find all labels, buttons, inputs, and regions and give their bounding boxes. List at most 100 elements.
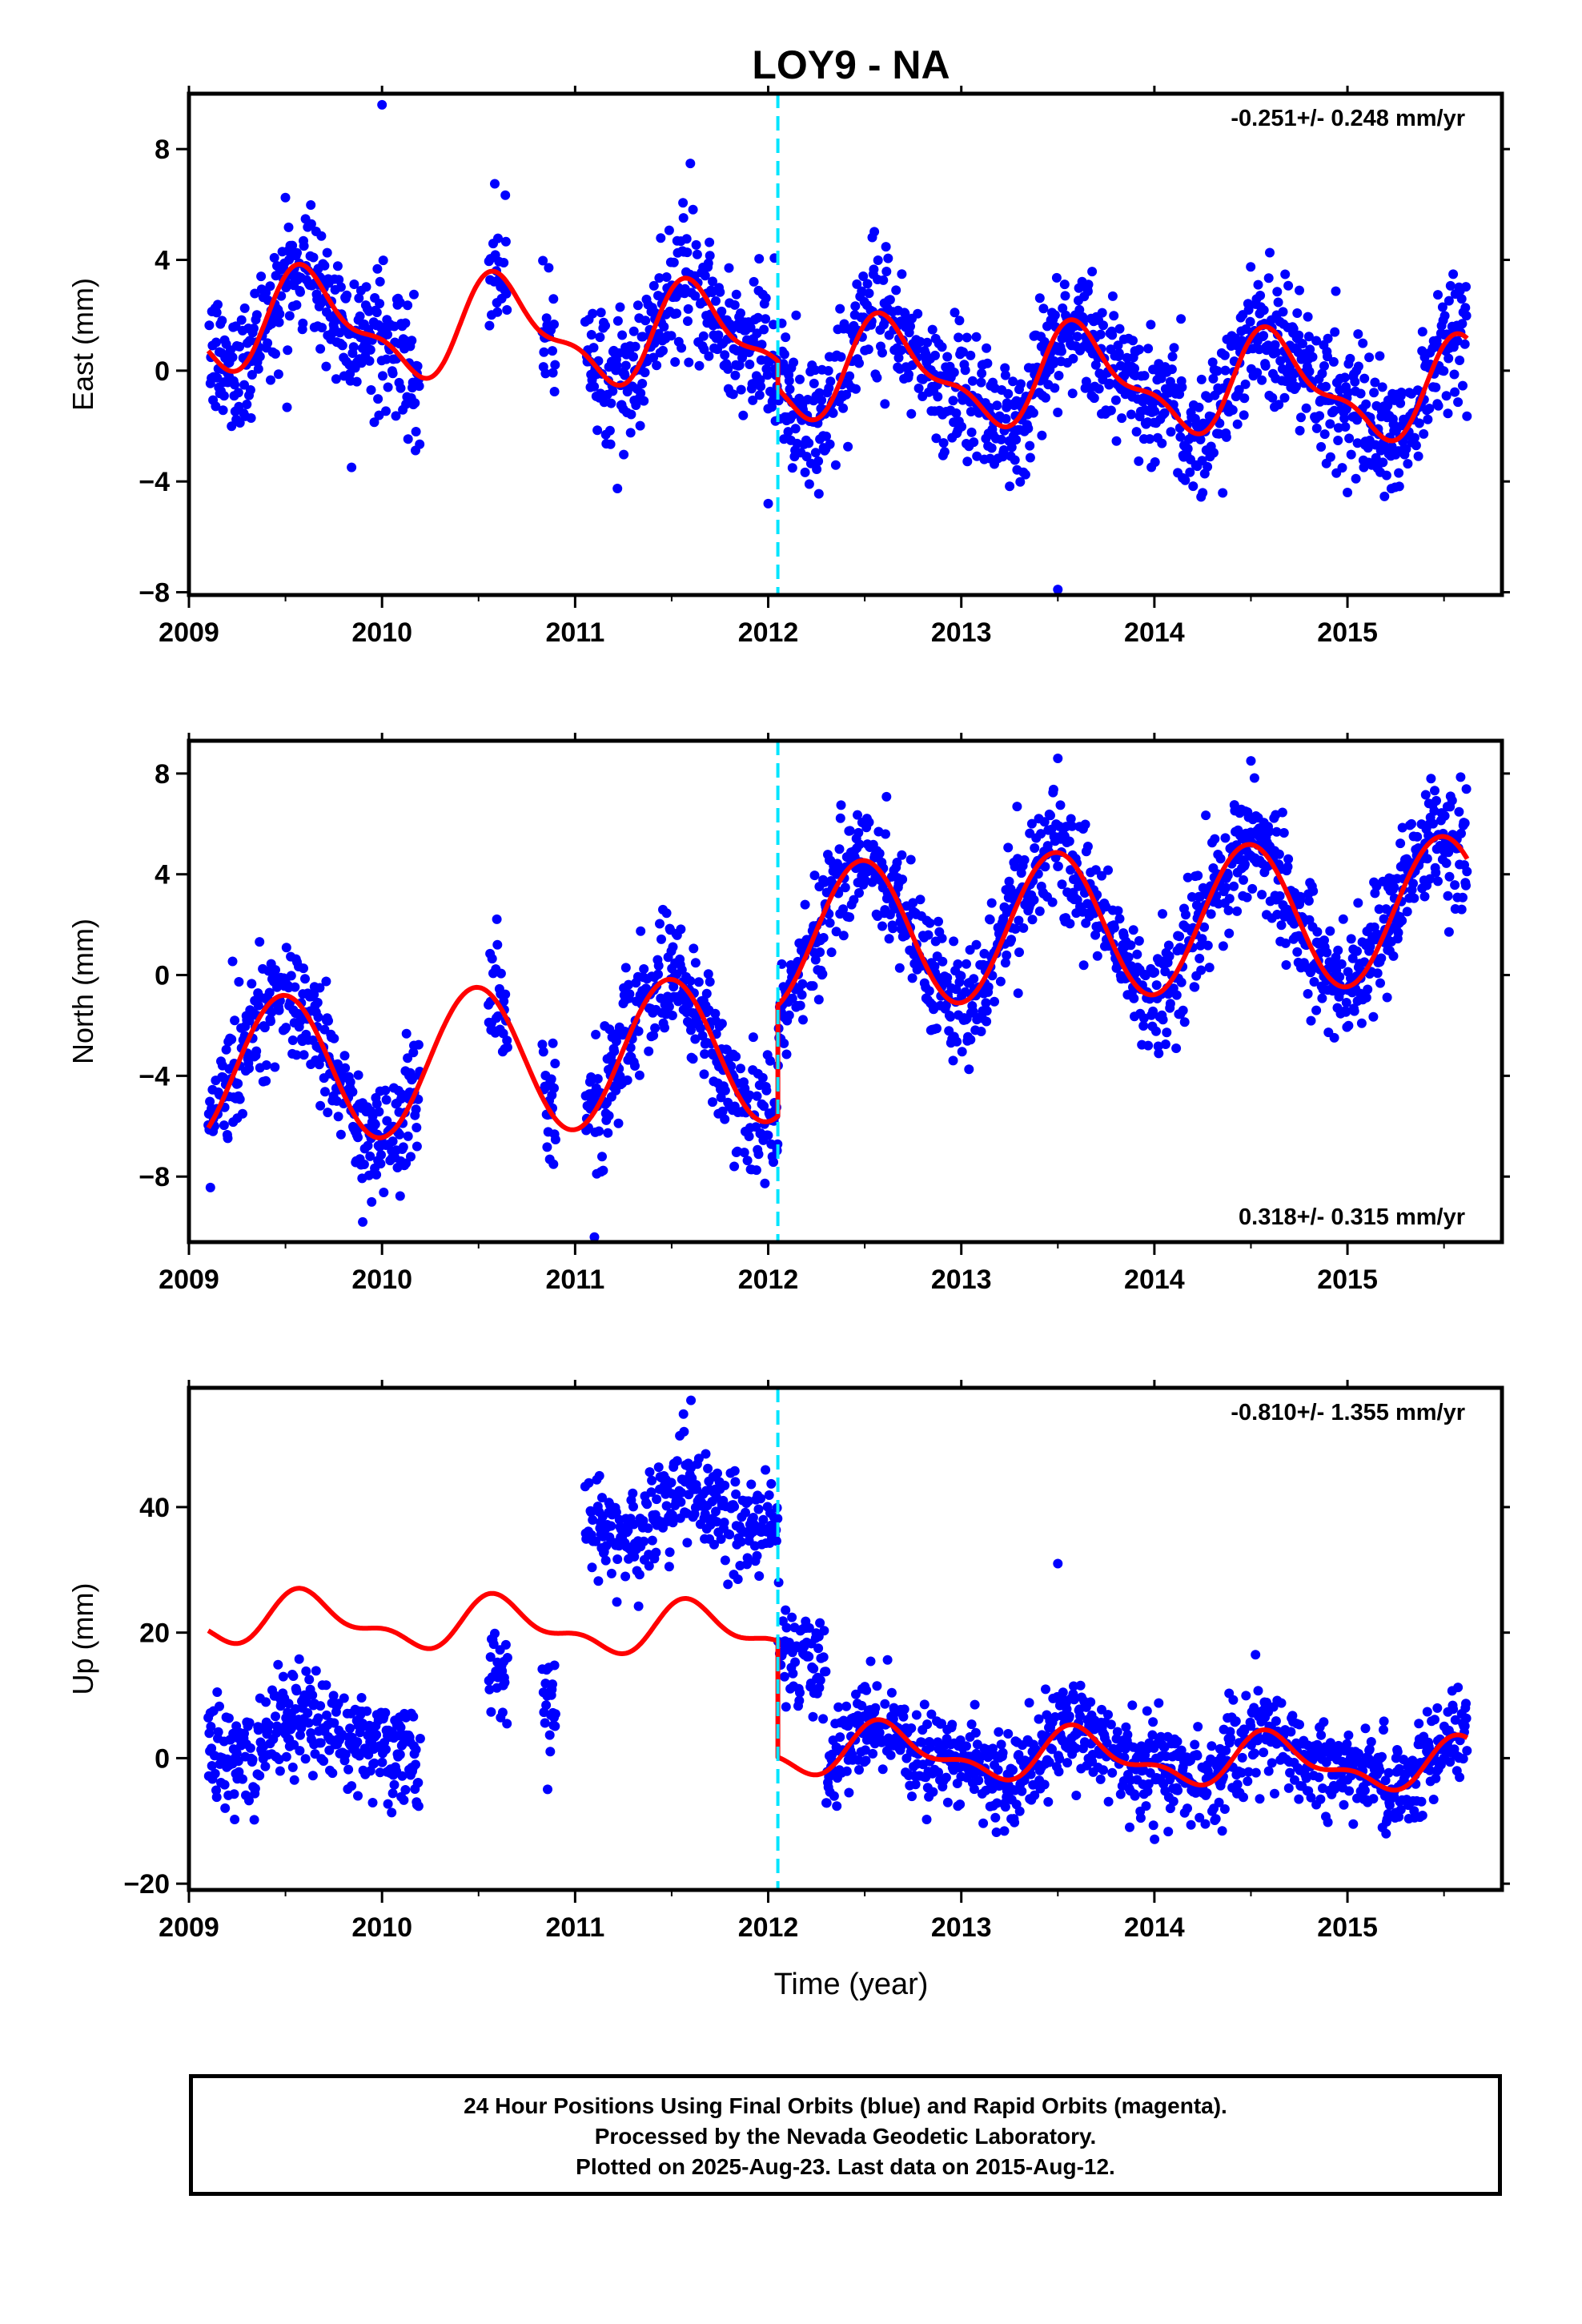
data-point [684, 999, 694, 1009]
x-tick-label: 2015 [1317, 617, 1378, 648]
data-point [323, 1108, 333, 1118]
data-point [729, 1161, 740, 1172]
data-point [1303, 332, 1314, 342]
data-point [1011, 435, 1022, 444]
data-point [838, 931, 849, 941]
data-point [932, 1023, 942, 1034]
data-point [1276, 920, 1287, 931]
data-point [646, 1487, 656, 1498]
data-point [247, 370, 257, 380]
data-point [1159, 408, 1170, 418]
data-point [1000, 363, 1010, 373]
data-point [604, 1111, 614, 1121]
data-point [381, 354, 391, 364]
data-point [877, 1764, 888, 1775]
data-point [1323, 333, 1333, 344]
data-point [697, 1031, 708, 1041]
data-point [947, 1719, 958, 1730]
data-point [992, 400, 1002, 411]
data-point [274, 1755, 284, 1764]
data-point [648, 352, 659, 363]
data-point [383, 329, 392, 340]
data-point [864, 288, 874, 299]
data-point [320, 1087, 330, 1097]
data-point [814, 1683, 825, 1693]
data-point [537, 1039, 548, 1050]
data-point [236, 315, 247, 325]
data-point [838, 904, 849, 915]
data-point [891, 285, 901, 296]
outlier-point [1246, 756, 1256, 766]
data-point [372, 263, 383, 274]
data-point [1121, 1722, 1131, 1732]
data-point [648, 280, 659, 291]
data-point [850, 301, 861, 312]
data-point [926, 1709, 937, 1719]
data-point [836, 352, 846, 362]
data-point [1335, 971, 1345, 982]
data-point [684, 357, 694, 368]
data-point [1431, 867, 1441, 878]
data-point [1139, 371, 1150, 381]
data-point [1087, 1756, 1098, 1767]
data-point [1347, 953, 1358, 963]
data-point [1037, 430, 1047, 440]
data-point [323, 1015, 333, 1026]
data-point [1219, 1804, 1230, 1814]
data-point [239, 1728, 249, 1739]
data-point [548, 294, 559, 304]
data-point [1301, 403, 1311, 413]
data-point [230, 1815, 240, 1824]
data-point [970, 1699, 980, 1710]
data-point [1439, 311, 1450, 321]
data-point [783, 427, 793, 437]
data-point [730, 370, 741, 380]
data-point [769, 320, 778, 330]
data-point [1325, 452, 1335, 462]
data-point [886, 1687, 897, 1698]
data-point [636, 926, 646, 936]
data-point [1331, 286, 1341, 296]
data-point [597, 1152, 607, 1162]
data-point [729, 300, 740, 310]
data-point [255, 352, 265, 362]
data-point [487, 954, 497, 964]
data-point [1059, 279, 1070, 290]
data-point [337, 340, 347, 351]
outlier-point [377, 99, 387, 110]
data-point [1038, 304, 1049, 314]
data-point [589, 1093, 600, 1104]
data-point [612, 316, 623, 326]
data-point [391, 411, 401, 421]
data-point [907, 973, 917, 983]
data-point [1192, 1751, 1203, 1761]
data-point [1066, 814, 1076, 824]
data-point [962, 959, 971, 969]
y-tick-label: 8 [155, 135, 170, 165]
data-point [414, 381, 424, 392]
data-point [588, 343, 599, 353]
data-point [742, 1156, 753, 1166]
data-point [773, 1514, 783, 1524]
data-point [897, 875, 908, 885]
data-point [748, 1032, 758, 1043]
data-point [701, 988, 712, 999]
data-point [395, 1129, 405, 1140]
data-point [1029, 895, 1039, 905]
data-point [633, 1026, 644, 1036]
x-tick-label: 2013 [931, 1265, 992, 1295]
data-point [606, 1568, 616, 1578]
data-point [230, 1015, 240, 1026]
data-point [299, 963, 308, 974]
data-point [1173, 1785, 1183, 1795]
data-point [250, 1783, 260, 1794]
data-point [1363, 443, 1373, 453]
data-point [717, 1106, 728, 1116]
data-point [948, 1055, 958, 1066]
data-point [880, 1699, 890, 1709]
data-point [1395, 398, 1406, 408]
data-point [1352, 438, 1363, 448]
data-point [818, 1714, 829, 1724]
data-point [937, 933, 947, 943]
data-point [977, 368, 987, 379]
